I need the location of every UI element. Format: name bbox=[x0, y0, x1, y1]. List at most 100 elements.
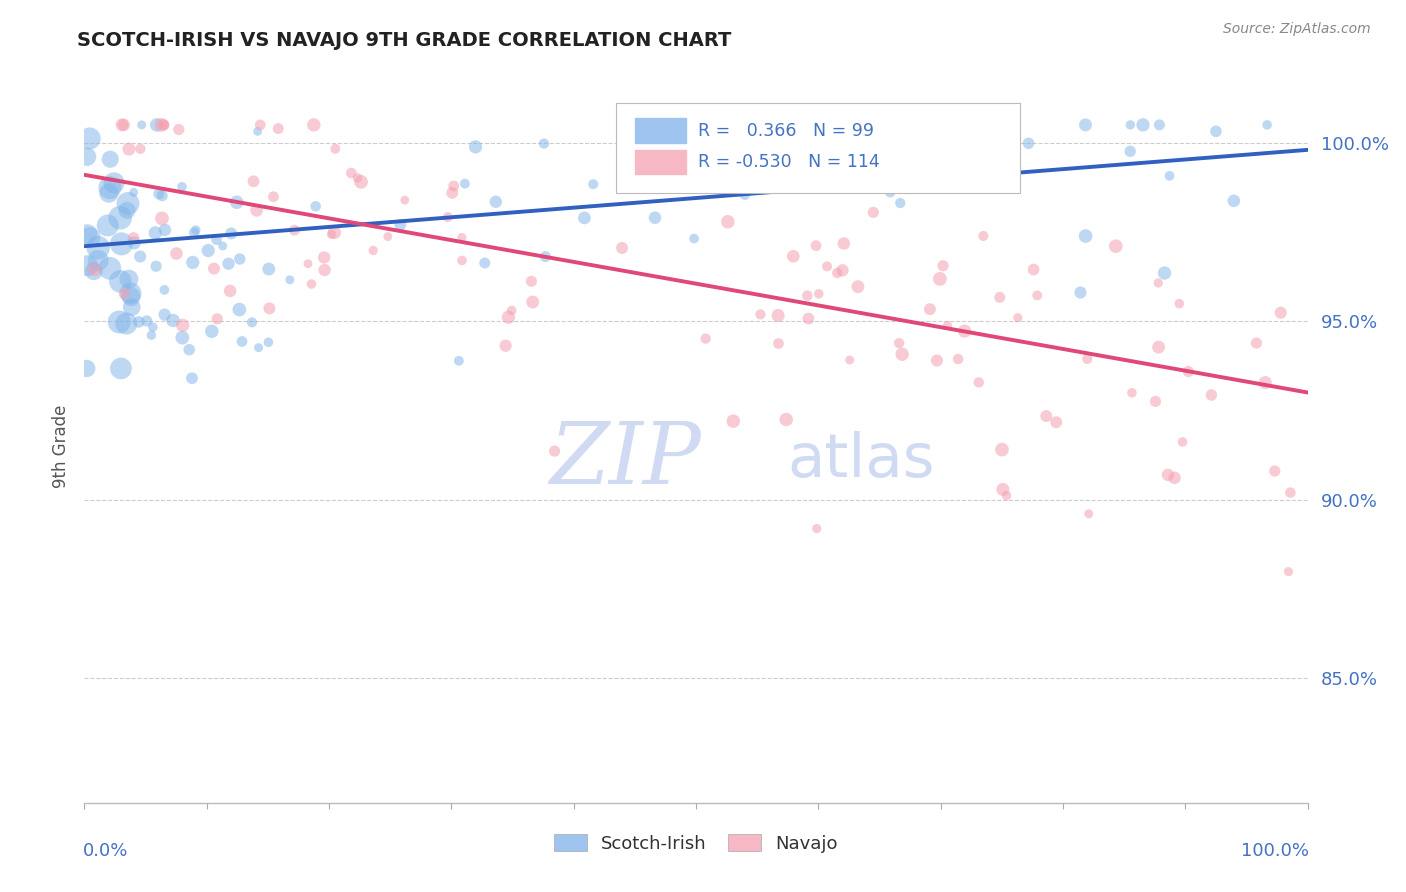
Point bbox=[1163, 471, 1185, 485]
Point bbox=[115, 203, 138, 218]
Point bbox=[361, 244, 384, 258]
Point bbox=[522, 295, 544, 310]
Point bbox=[97, 219, 120, 233]
Point bbox=[350, 175, 373, 189]
Point bbox=[1159, 169, 1181, 183]
Point bbox=[302, 118, 325, 132]
Point bbox=[153, 283, 176, 297]
Point bbox=[1147, 340, 1170, 354]
Point bbox=[717, 215, 740, 229]
Point bbox=[1035, 409, 1057, 423]
Point bbox=[932, 259, 955, 273]
Point bbox=[749, 307, 772, 321]
Point bbox=[225, 195, 247, 210]
Point bbox=[79, 230, 101, 244]
Point bbox=[832, 236, 855, 251]
Point bbox=[443, 178, 465, 193]
Point bbox=[520, 274, 543, 288]
Point bbox=[1205, 124, 1227, 138]
Text: 0.0%: 0.0% bbox=[83, 842, 128, 860]
Point bbox=[723, 414, 745, 428]
Point bbox=[574, 211, 596, 225]
Point bbox=[534, 250, 557, 264]
Point bbox=[1132, 118, 1154, 132]
Point bbox=[831, 263, 853, 277]
Point bbox=[918, 302, 941, 317]
Point bbox=[112, 118, 135, 132]
Point bbox=[229, 252, 252, 266]
Point bbox=[202, 261, 225, 276]
Point bbox=[1074, 229, 1097, 244]
Point bbox=[464, 140, 486, 154]
Point bbox=[172, 331, 194, 345]
Point bbox=[219, 227, 242, 241]
Point bbox=[153, 308, 176, 322]
Point bbox=[111, 118, 134, 132]
Point bbox=[797, 311, 820, 326]
Point bbox=[533, 136, 555, 151]
Point bbox=[76, 361, 98, 376]
Point bbox=[991, 483, 1014, 497]
Point bbox=[76, 227, 98, 242]
Point bbox=[197, 244, 219, 258]
Point bbox=[995, 489, 1018, 503]
Point bbox=[501, 303, 523, 318]
Point bbox=[143, 226, 166, 240]
Point bbox=[1149, 118, 1171, 132]
Point bbox=[153, 223, 176, 237]
Point bbox=[205, 233, 228, 247]
Text: atlas: atlas bbox=[787, 431, 935, 490]
FancyBboxPatch shape bbox=[636, 150, 686, 174]
Point bbox=[211, 239, 233, 253]
Point bbox=[1168, 296, 1191, 310]
Point bbox=[110, 236, 132, 251]
Point bbox=[1002, 165, 1025, 179]
Point bbox=[83, 264, 105, 278]
Point bbox=[150, 211, 173, 226]
Point bbox=[953, 324, 976, 338]
Point bbox=[1121, 385, 1143, 400]
Point bbox=[228, 302, 250, 317]
Point bbox=[394, 193, 416, 207]
Point bbox=[1264, 464, 1286, 478]
Point bbox=[498, 310, 520, 325]
Point bbox=[240, 315, 263, 329]
Point bbox=[1246, 336, 1268, 351]
FancyBboxPatch shape bbox=[616, 103, 1021, 193]
Point bbox=[862, 205, 884, 219]
Point bbox=[1026, 288, 1049, 302]
Point bbox=[703, 146, 725, 161]
Point bbox=[115, 317, 138, 331]
Point bbox=[122, 231, 145, 245]
Point bbox=[114, 286, 136, 301]
Point bbox=[122, 235, 145, 250]
Point bbox=[218, 257, 240, 271]
Point bbox=[145, 259, 167, 273]
Point bbox=[129, 142, 152, 156]
Point bbox=[972, 228, 994, 243]
Point bbox=[1270, 306, 1292, 320]
Point bbox=[734, 187, 756, 202]
Point bbox=[249, 118, 271, 132]
Point bbox=[167, 122, 190, 136]
Point bbox=[108, 211, 131, 225]
Point bbox=[135, 314, 157, 328]
Point bbox=[181, 255, 204, 269]
Text: 100.0%: 100.0% bbox=[1241, 842, 1309, 860]
Point bbox=[1279, 485, 1302, 500]
Point bbox=[1077, 507, 1099, 521]
Point bbox=[927, 172, 949, 186]
Point bbox=[162, 313, 184, 327]
Point bbox=[219, 284, 242, 298]
Point bbox=[346, 170, 368, 185]
Point bbox=[1074, 118, 1097, 132]
Point bbox=[804, 238, 827, 252]
Point bbox=[582, 178, 605, 192]
Point bbox=[267, 121, 290, 136]
Point bbox=[108, 315, 131, 329]
Point bbox=[259, 301, 281, 316]
Point bbox=[246, 203, 269, 218]
Point bbox=[87, 253, 110, 268]
Point bbox=[768, 336, 790, 351]
Point bbox=[889, 196, 911, 211]
